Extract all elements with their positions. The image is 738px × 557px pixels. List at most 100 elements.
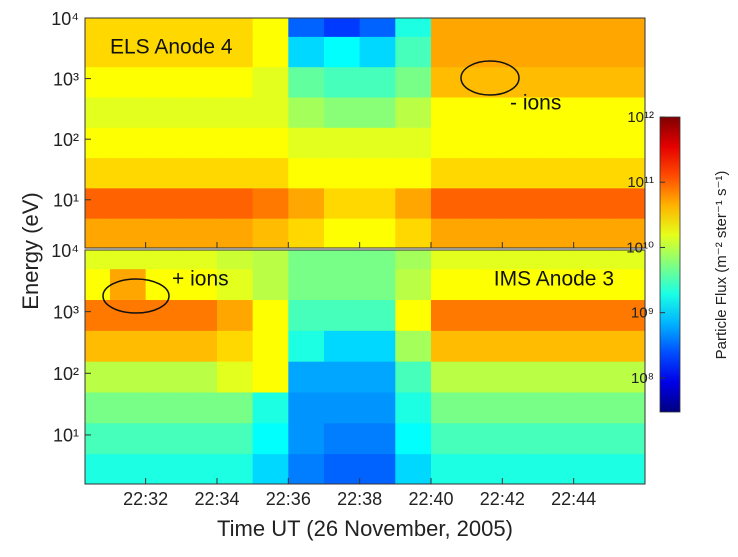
x-tick-label: 22:36 xyxy=(266,489,311,509)
heatmap-cell xyxy=(502,187,539,219)
heatmap-cell xyxy=(537,268,575,301)
heatmap-cell xyxy=(359,18,396,37)
y-tick-label: 10¹ xyxy=(53,191,79,211)
heatmap-cell xyxy=(430,268,468,301)
heatmap-cell xyxy=(109,250,147,270)
heatmap-cell xyxy=(216,96,254,128)
heatmap-cell xyxy=(537,36,575,68)
annotation-ellipse xyxy=(102,278,170,314)
heatmap-cell xyxy=(85,268,111,301)
heatmap-cell xyxy=(466,250,503,270)
heatmap-cell xyxy=(537,391,575,424)
heatmap-cell xyxy=(573,361,610,393)
heatmap-cell xyxy=(181,330,218,362)
heatmap-cell xyxy=(609,127,645,159)
heatmap-cell xyxy=(181,66,218,98)
heatmap-cell xyxy=(502,391,539,424)
heatmap-cell xyxy=(537,218,575,248)
heatmap-cell xyxy=(323,422,361,455)
heatmap-cell xyxy=(430,36,468,68)
heatmap-cell xyxy=(85,299,111,331)
heatmap-cell xyxy=(85,18,111,37)
heatmap-cell xyxy=(145,361,182,393)
heatmap-cell xyxy=(502,66,539,98)
heatmap-cell xyxy=(323,36,361,68)
heatmap-cell xyxy=(216,36,254,68)
heatmap-cell xyxy=(359,36,396,68)
heatmap-cell xyxy=(85,66,111,98)
heatmap-top xyxy=(85,18,645,248)
heatmap-cell xyxy=(109,18,147,37)
y-tick-label: 10³ xyxy=(53,69,79,89)
heatmap-cell xyxy=(359,96,396,128)
heatmap-cell xyxy=(216,66,254,98)
heatmap-cell xyxy=(109,422,147,455)
heatmap-cell xyxy=(288,453,325,484)
heatmap-cell xyxy=(216,391,254,424)
heatmap-cell xyxy=(288,330,325,362)
heatmap-cell xyxy=(109,218,147,248)
heatmap-cell xyxy=(395,330,432,362)
heatmap-cell xyxy=(609,391,645,424)
heatmap-cell xyxy=(395,361,432,393)
panel-frame xyxy=(84,249,646,485)
heatmap-cell xyxy=(537,330,575,362)
heatmap-cell xyxy=(466,157,503,189)
colorbar-label: Particle Flux (m⁻² ster⁻¹ s⁻¹) xyxy=(713,171,730,360)
heatmap-cell xyxy=(395,391,432,424)
heatmap-cell xyxy=(145,218,182,248)
heatmap-cell xyxy=(537,422,575,455)
panel-label: ELS Anode 4 xyxy=(110,36,233,59)
heatmap-cell xyxy=(609,299,645,331)
heatmap-cell xyxy=(430,299,468,331)
heatmap-cell xyxy=(537,453,575,484)
heatmap-cell xyxy=(85,361,111,393)
heatmap-cell xyxy=(252,96,289,128)
heatmap-cell xyxy=(323,127,361,159)
colorbar-tick-label: 10¹⁰ xyxy=(626,239,654,256)
heatmap-cell xyxy=(323,66,361,98)
heatmap-cell xyxy=(466,127,503,159)
heatmap-cell xyxy=(359,250,396,270)
x-tick-label: 22:32 xyxy=(123,489,168,509)
heatmap-cell xyxy=(85,453,111,484)
heatmap-cell xyxy=(145,250,182,270)
x-tick-label: 22:44 xyxy=(551,489,596,509)
heatmap-cell xyxy=(609,422,645,455)
heatmap-cell xyxy=(609,268,645,301)
heatmap-cell xyxy=(181,422,218,455)
heatmap-cell xyxy=(466,218,503,248)
heatmap-cell xyxy=(609,330,645,362)
heatmap-cell xyxy=(323,268,361,301)
heatmap-cell xyxy=(359,66,396,98)
heatmap-cell xyxy=(288,250,325,270)
colorbar-tick-label: 10¹² xyxy=(627,109,654,126)
heatmap-cell xyxy=(145,453,182,484)
heatmap-cell xyxy=(323,361,361,393)
heatmap-cell xyxy=(288,36,325,68)
heatmap-cell xyxy=(430,18,468,37)
heatmap-cell xyxy=(430,187,468,219)
heatmap-cell xyxy=(359,422,396,455)
heatmap-cell xyxy=(537,18,575,37)
heatmap-cell xyxy=(85,391,111,424)
heatmap-cell xyxy=(430,361,468,393)
heatmap-cell xyxy=(466,361,503,393)
heatmap-cell xyxy=(395,18,432,37)
heatmap-cell xyxy=(502,453,539,484)
heatmap-cell xyxy=(573,18,610,37)
heatmap-cell xyxy=(430,127,468,159)
heatmap-cell xyxy=(502,422,539,455)
heatmap-cell xyxy=(466,268,503,301)
heatmap-cell xyxy=(252,268,289,301)
heatmap-cell xyxy=(609,66,645,98)
heatmap-cell xyxy=(466,453,503,484)
heatmap-cell xyxy=(181,299,218,331)
heatmap-cell xyxy=(395,96,432,128)
heatmap-cell xyxy=(85,187,111,219)
heatmap-cell xyxy=(359,218,396,248)
colorbar-tick-label: 10⁸ xyxy=(631,370,654,387)
heatmap-cell xyxy=(430,250,468,270)
heatmap-cell xyxy=(573,299,610,331)
heatmap-cell xyxy=(466,18,503,37)
